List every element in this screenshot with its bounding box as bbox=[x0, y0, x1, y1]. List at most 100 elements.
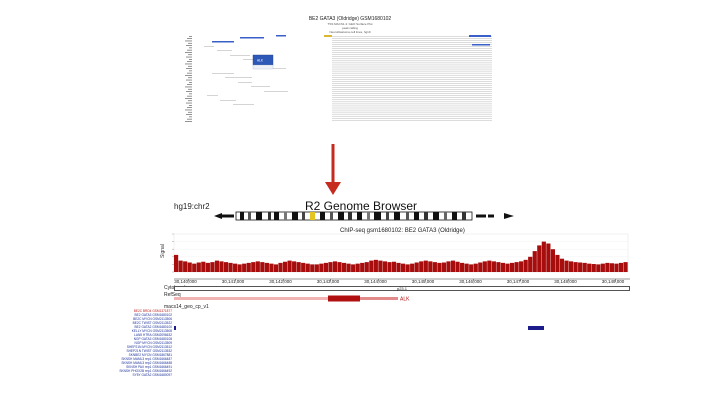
signal-bar bbox=[514, 262, 519, 272]
row-label-tick bbox=[187, 72, 192, 74]
signal-bar bbox=[505, 263, 510, 272]
gene-label-alk[interactable]: ALK bbox=[400, 297, 410, 303]
track-name-item[interactable]: SKNSH PHOX2B rep1 GSM1666492 bbox=[119, 369, 172, 373]
signal-bar bbox=[378, 260, 383, 272]
top-blue-mark bbox=[240, 37, 264, 39]
ideogram-band bbox=[338, 212, 344, 220]
track-name-item[interactable]: SKNBE2 MYCN GSM1867881 bbox=[128, 353, 172, 357]
ideogram-band bbox=[394, 212, 400, 220]
track-name-item[interactable]: SKNSH PAX rep1 GSM1666491 bbox=[126, 365, 172, 369]
x-tick-label: 30,143,000 bbox=[316, 279, 340, 284]
ideogram-band bbox=[240, 212, 244, 220]
signal-bar bbox=[287, 260, 292, 272]
signal-bar bbox=[310, 264, 315, 272]
signal-bar bbox=[301, 262, 306, 272]
row-label-tick bbox=[189, 93, 192, 95]
ideogram-band bbox=[330, 212, 333, 220]
signal-bar bbox=[614, 263, 619, 272]
row-label-tick bbox=[187, 61, 192, 62]
right-row-line bbox=[332, 81, 492, 82]
track-name-item[interactable]: SKNSH MAML3 rep1 GSM1666487 bbox=[121, 357, 172, 361]
track-name-item[interactable]: BE2 GATA3 GSM1680102 bbox=[134, 313, 172, 317]
signal-bar bbox=[369, 260, 374, 272]
signal-bar bbox=[532, 251, 537, 272]
row-label-tick bbox=[188, 42, 192, 44]
right-row-line bbox=[332, 68, 492, 70]
left-row-line bbox=[204, 46, 214, 47]
row-label-tick bbox=[185, 109, 192, 111]
ideogram-band bbox=[348, 212, 352, 220]
signal-bar bbox=[587, 263, 592, 272]
right-row-line bbox=[332, 93, 492, 94]
chromosome-ideogram[interactable] bbox=[214, 210, 514, 222]
signal-bar bbox=[469, 264, 474, 272]
x-tick-label: 30,141,000 bbox=[221, 279, 245, 284]
refseq-gene-track[interactable]: ALK bbox=[174, 294, 634, 304]
signal-bar bbox=[609, 263, 615, 272]
ideogram-band bbox=[433, 212, 439, 220]
left-row-line bbox=[233, 104, 254, 105]
right-row-line bbox=[332, 44, 492, 45]
signal-bar bbox=[269, 263, 274, 272]
x-tick-label: 30,149,000 bbox=[601, 279, 625, 284]
right-row-line bbox=[332, 101, 492, 103]
gene-intron-right bbox=[360, 297, 398, 300]
down-arrow-icon bbox=[325, 144, 341, 195]
track-name-item[interactable]: SHEP21N TWIST GSM2113532 bbox=[126, 349, 172, 353]
signal-bar bbox=[618, 262, 624, 272]
row-label-tick bbox=[186, 56, 192, 58]
track-name-item[interactable]: SHEP21N MYCN GSM2113512 bbox=[126, 345, 172, 349]
signal-bar bbox=[278, 262, 283, 272]
right-row-line bbox=[332, 115, 492, 117]
row-label-tick bbox=[185, 86, 192, 88]
row-label-tick bbox=[185, 63, 192, 65]
track-name-item[interactable]: BE2C BRD4 GSM1371877 bbox=[133, 309, 172, 313]
track-name-item[interactable]: BE2C MYCN GSM2113506 bbox=[133, 317, 172, 321]
track-name-item[interactable]: BE2C TWIST GSM2113522 bbox=[132, 321, 172, 325]
track-name-item[interactable]: NGP MYCN GSM2113509 bbox=[134, 341, 172, 345]
right-row-line bbox=[332, 83, 492, 84]
right-row-line bbox=[332, 95, 492, 96]
right-row-line bbox=[332, 50, 492, 51]
gene-track-label: macs14_geo_cp_v1 bbox=[164, 304, 209, 310]
ideogram-scroll-left-icon[interactable] bbox=[214, 213, 222, 219]
ideogram-band bbox=[274, 212, 279, 220]
left-row-line bbox=[220, 100, 236, 101]
signal-bar bbox=[255, 261, 260, 272]
signal-bar bbox=[478, 262, 483, 272]
signal-bar bbox=[437, 262, 442, 272]
ideogram-scroll-right-icon[interactable] bbox=[504, 213, 514, 219]
left-row-line bbox=[230, 55, 250, 56]
ideogram-band bbox=[320, 212, 325, 220]
signal-bar bbox=[509, 262, 515, 272]
track-name-item[interactable]: LAN5 HTRA GSM2096632 bbox=[134, 333, 172, 337]
signal-bar bbox=[364, 262, 369, 272]
signal-bar bbox=[460, 262, 465, 272]
signal-bar bbox=[260, 262, 265, 272]
signal-bar bbox=[487, 260, 492, 272]
signal-bar bbox=[223, 262, 229, 272]
left-row-line bbox=[212, 73, 234, 74]
signal-bar bbox=[292, 261, 297, 272]
track-name-item[interactable]: NGP GATA3 GSM1680108 bbox=[133, 337, 172, 341]
right-row-line bbox=[332, 52, 492, 53]
ideogram-band bbox=[367, 212, 370, 220]
x-tick-label: 30,144,000 bbox=[364, 279, 387, 284]
signal-bar bbox=[414, 262, 419, 272]
track-name-item[interactable]: SKNSH MAML3 rep2 GSM1666488 bbox=[121, 361, 172, 365]
track-name-item[interactable]: KELLY MYCN GSM2113508 bbox=[131, 329, 172, 333]
cytoband-bar: p23.1 bbox=[174, 286, 630, 291]
signal-bar bbox=[387, 262, 392, 272]
track-name-item[interactable]: BE2 GATA2 GSM1680100 bbox=[134, 325, 172, 329]
signal-bar bbox=[559, 258, 565, 272]
right-row-line bbox=[332, 66, 492, 68]
track-name-item[interactable]: SY5Y GATA2 GSM1680097 bbox=[132, 373, 172, 377]
signal-bar bbox=[623, 262, 628, 272]
row-label-tick bbox=[187, 107, 192, 108]
ideogram-band bbox=[444, 212, 447, 220]
signal-bar bbox=[410, 263, 415, 272]
signal-bar bbox=[174, 254, 179, 272]
row-label-tick bbox=[187, 118, 192, 120]
signal-bar bbox=[405, 264, 410, 272]
right-row-line bbox=[332, 48, 492, 49]
